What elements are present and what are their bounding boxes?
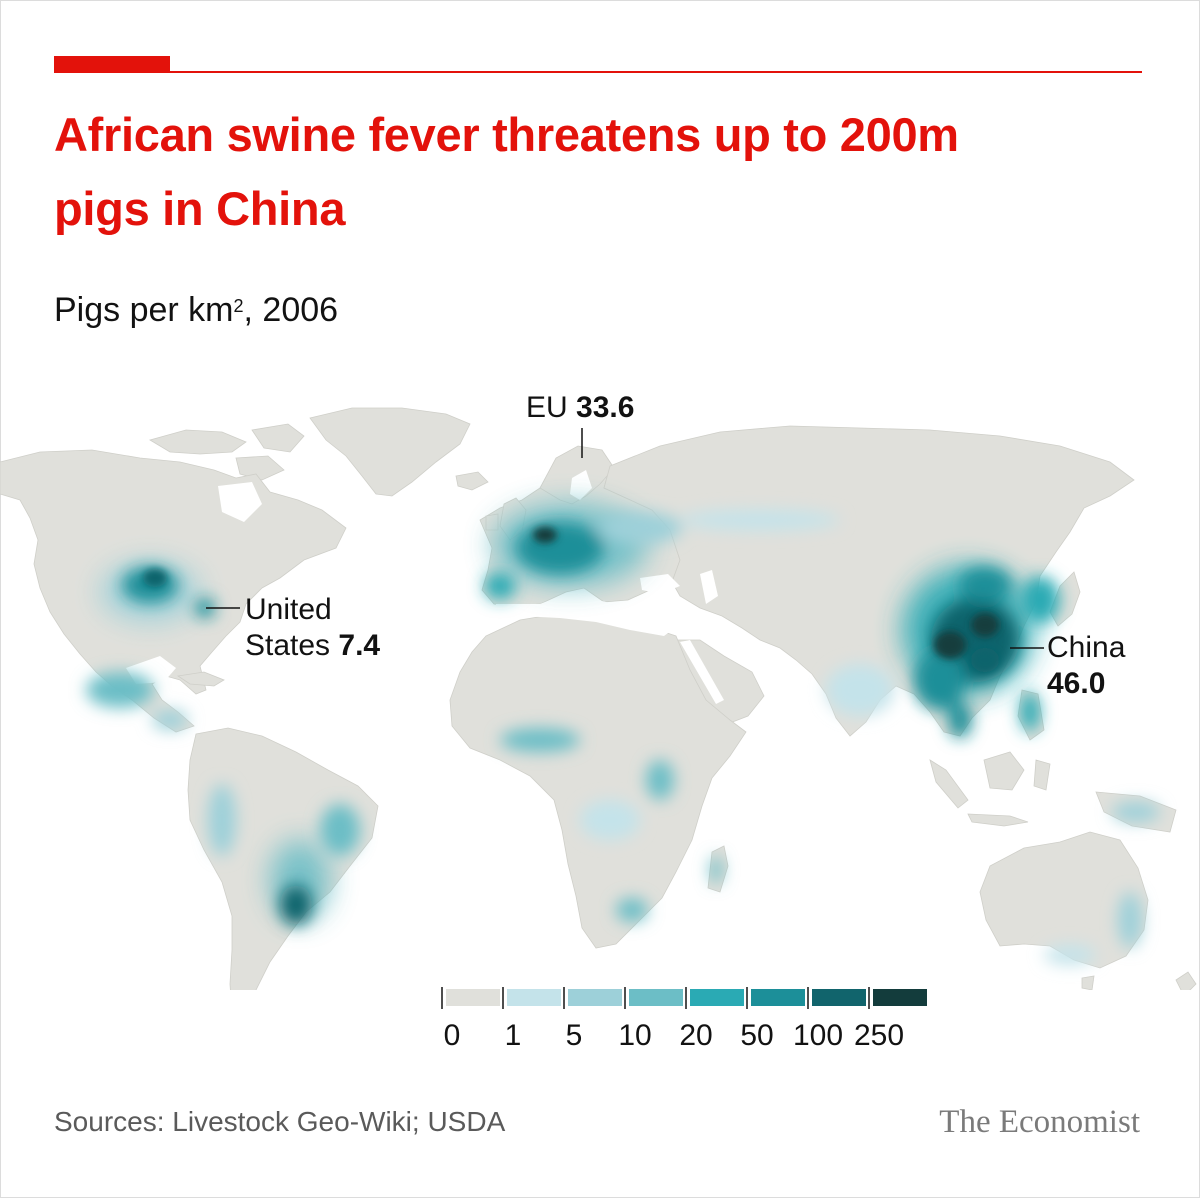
density-madagascar <box>710 856 722 884</box>
arctic-island-2 <box>251 423 305 453</box>
density-russia-band <box>680 510 840 530</box>
red-rule-line <box>54 71 1142 73</box>
color-legend: 0 1 5 10 20 50 100 250 <box>441 987 927 1052</box>
legend-tick-label: 5 <box>566 1019 583 1052</box>
density-iowa-peak <box>143 569 167 587</box>
ireland-land <box>485 513 499 531</box>
us-label-line2: States <box>245 629 331 662</box>
legend-tick-label: 0 <box>444 1019 461 1052</box>
china-value: 46.0 <box>1047 667 1106 700</box>
red-sea <box>680 640 724 704</box>
density-aus-south <box>1044 945 1096 965</box>
density-sw-china <box>914 650 966 710</box>
tasmania-land <box>1081 975 1095 990</box>
density-china-north <box>959 567 1011 603</box>
density-netherlands-peak <box>533 527 557 543</box>
us-value: 7.4 <box>338 629 381 662</box>
eu-annotation: EU 33.6 <box>526 390 634 426</box>
chart-title: African swine fever threatens up to 200m… <box>54 108 959 235</box>
density-aus-east <box>1118 892 1142 948</box>
density-mexico <box>86 672 154 708</box>
water-layer <box>126 470 724 704</box>
black-sea <box>640 574 680 594</box>
chart-subtitle: Pigs per km2, 2006 <box>54 288 338 332</box>
subtitle-year: , 2006 <box>243 291 339 329</box>
density-brazil-east <box>320 804 360 856</box>
density-us-east <box>195 598 215 618</box>
new-zealand-land <box>1175 971 1197 990</box>
density-east-africa <box>646 760 674 800</box>
caribbean-islands <box>176 671 225 687</box>
density-sichuan-peak <box>934 631 966 659</box>
density-layer <box>86 503 1160 965</box>
legend-tick-label: 1 <box>505 1019 522 1052</box>
density-south-africa <box>616 898 648 922</box>
eu-value: 33.6 <box>576 391 635 424</box>
legend-tick-label: 20 <box>679 1019 712 1052</box>
australia-land <box>979 831 1149 969</box>
arctic-island-3 <box>235 455 285 481</box>
leader-lines <box>206 428 1044 649</box>
china-label: China <box>1047 631 1126 664</box>
subtitle-unit: Pigs per km <box>54 291 234 329</box>
density-europe-core <box>516 522 604 574</box>
eu-label: EU <box>526 391 568 424</box>
us-annotation: United States 7.4 <box>245 592 380 664</box>
china-annotation: China 46.0 <box>1047 630 1125 702</box>
density-central-africa <box>580 800 640 840</box>
red-tag-bar <box>54 56 170 72</box>
legend-swatch <box>568 989 622 1006</box>
legend-tick-label: 50 <box>740 1019 773 1052</box>
world-map <box>0 407 1197 990</box>
density-brazil-south <box>280 885 312 925</box>
sulawesi-land <box>1033 759 1051 791</box>
density-vietnam <box>948 702 972 738</box>
caspian-sea <box>700 570 718 604</box>
density-spain <box>484 572 516 600</box>
sumatra-land <box>929 759 969 809</box>
density-west-africa <box>500 728 580 752</box>
density-new-guinea <box>1112 802 1160 822</box>
us-label-line1: United <box>245 593 332 626</box>
iceland-land <box>455 471 489 491</box>
land-layer <box>0 407 1197 990</box>
legend-swatch <box>446 989 500 1006</box>
legend-tick-label: 10 <box>618 1019 651 1052</box>
legend-swatch <box>507 989 561 1006</box>
baltic-sea <box>570 470 592 500</box>
mediterranean-sea <box>494 594 680 636</box>
legend-tick-label: 100 <box>793 1019 843 1052</box>
java-land <box>967 813 1029 827</box>
arctic-islands-land <box>148 429 247 455</box>
legend-swatch <box>873 989 927 1006</box>
density-east-europe <box>598 512 682 544</box>
greenland-land <box>309 407 471 497</box>
density-hunan-peak <box>971 648 999 672</box>
density-henan-peak <box>971 613 999 637</box>
hudson-bay <box>218 482 262 522</box>
subtitle-superscript: 2 <box>233 296 244 316</box>
density-andes <box>208 784 236 856</box>
legend-swatch <box>751 989 805 1006</box>
density-korea-japan <box>1020 576 1060 624</box>
legend-swatch <box>812 989 866 1006</box>
legend-swatch <box>629 989 683 1006</box>
borneo-land <box>983 751 1025 791</box>
density-philippines <box>1020 692 1040 732</box>
source-note: Sources: Livestock Geo-Wiki; USDA <box>54 1106 506 1137</box>
density-india <box>826 664 894 716</box>
density-central-america <box>152 710 188 730</box>
economist-logo: The Economist <box>939 1104 1140 1140</box>
legend-swatch <box>690 989 744 1006</box>
legend-tick-label: 250 <box>854 1019 904 1052</box>
africa-land <box>449 613 747 949</box>
